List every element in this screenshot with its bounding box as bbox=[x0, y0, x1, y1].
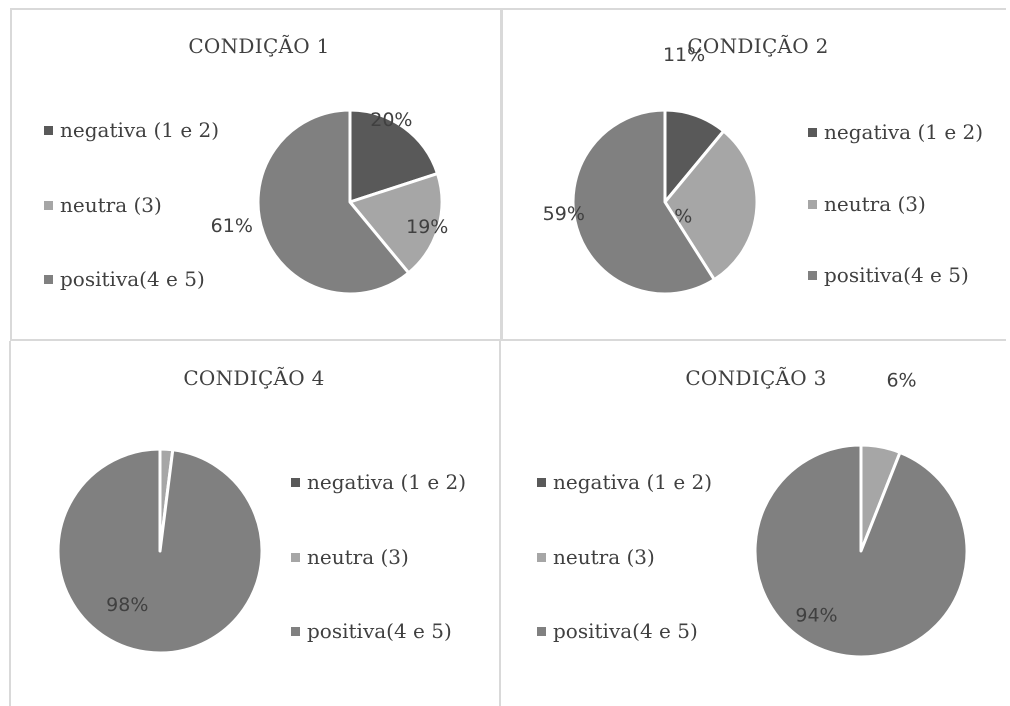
pie-slice-positiva bbox=[56, 447, 264, 655]
data-label-positiva: 59% bbox=[543, 203, 585, 225]
legend-item-neutra: neutra (3) bbox=[44, 193, 162, 217]
legend-label: neutra (3) bbox=[60, 193, 162, 217]
legend-item-positiva: positiva(4 e 5) bbox=[291, 619, 452, 643]
legend-swatch-negativa bbox=[44, 125, 53, 135]
legend-swatch-positiva bbox=[537, 626, 546, 636]
legend-item-neutra: neutra (3) bbox=[808, 192, 926, 216]
pie-slice-positiva bbox=[753, 443, 969, 659]
chart-title: CONDIÇÃO 4 bbox=[183, 366, 325, 390]
vertical-divider-top bbox=[500, 8, 503, 340]
legend-item-negativa: negativa (1 e 2) bbox=[808, 120, 983, 144]
left-border bbox=[10, 8, 12, 340]
legend-label: neutra (3) bbox=[824, 192, 926, 216]
legend-label: neutra (3) bbox=[307, 545, 409, 569]
pie-slice-neutra bbox=[663, 129, 759, 282]
legend-label: negativa (1 e 2) bbox=[824, 120, 984, 144]
legend-label: positiva(4 e 5) bbox=[307, 619, 452, 643]
legend-item-neutra: neutra (3) bbox=[537, 545, 655, 569]
legend-item-positiva: positiva(4 e 5) bbox=[808, 263, 969, 287]
legend-swatch-positiva bbox=[44, 274, 53, 284]
legend-label: positiva(4 e 5) bbox=[824, 263, 969, 287]
data-label-negativa: 20% bbox=[370, 109, 412, 131]
legend-item-neutra: neutra (3) bbox=[291, 545, 409, 569]
data-label-positiva: 61% bbox=[211, 215, 253, 237]
legend-label: positiva(4 e 5) bbox=[553, 619, 698, 643]
legend-swatch-neutra bbox=[537, 552, 546, 562]
data-label-negativa: 11% bbox=[663, 44, 705, 66]
legend-swatch-positiva bbox=[808, 270, 817, 280]
top-border bbox=[10, 8, 1006, 10]
legend-label: negativa (1 e 2) bbox=[307, 470, 467, 494]
legend-swatch-neutra bbox=[291, 552, 300, 562]
data-label-neutra: 6% bbox=[886, 370, 916, 392]
legend-swatch-negativa bbox=[291, 477, 300, 487]
chart-title: CONDIÇÃO 1 bbox=[188, 34, 330, 58]
left-border-bottom bbox=[9, 341, 11, 706]
vertical-divider-bottom bbox=[499, 341, 501, 706]
pie-slice-neutra bbox=[348, 172, 444, 275]
data-label-positiva: 94% bbox=[795, 604, 837, 626]
pie-slice-positiva bbox=[571, 108, 716, 296]
legend-item-positiva: positiva(4 e 5) bbox=[537, 619, 698, 643]
legend-item-negativa: negativa (1 e 2) bbox=[537, 470, 712, 494]
legend-swatch-negativa bbox=[537, 477, 546, 487]
legend-label: neutra (3) bbox=[553, 545, 655, 569]
legend-item-negativa: negativa (1 e 2) bbox=[291, 470, 466, 494]
data-label-neutra: 19% bbox=[406, 216, 448, 238]
pie-slice-positiva bbox=[256, 108, 411, 296]
legend-label: negativa (1 e 2) bbox=[553, 470, 713, 494]
legend-swatch-positiva bbox=[291, 626, 300, 636]
legend-swatch-negativa bbox=[808, 127, 817, 137]
legend-item-negativa: negativa (1 e 2) bbox=[44, 118, 219, 142]
legend-swatch-neutra bbox=[808, 199, 817, 209]
legend-item-positiva: positiva(4 e 5) bbox=[44, 267, 205, 291]
legend-label: positiva(4 e 5) bbox=[60, 267, 205, 291]
chart-title: CONDIÇÃO 3 bbox=[685, 366, 827, 390]
horizontal-divider bbox=[10, 339, 1006, 341]
legend-label: negativa (1 e 2) bbox=[60, 118, 220, 142]
data-label-positiva: 98% bbox=[106, 594, 148, 616]
legend-swatch-neutra bbox=[44, 200, 53, 210]
pie-slice-negativa bbox=[348, 108, 439, 204]
chart-title: CONDIÇÃO 2 bbox=[687, 34, 829, 58]
